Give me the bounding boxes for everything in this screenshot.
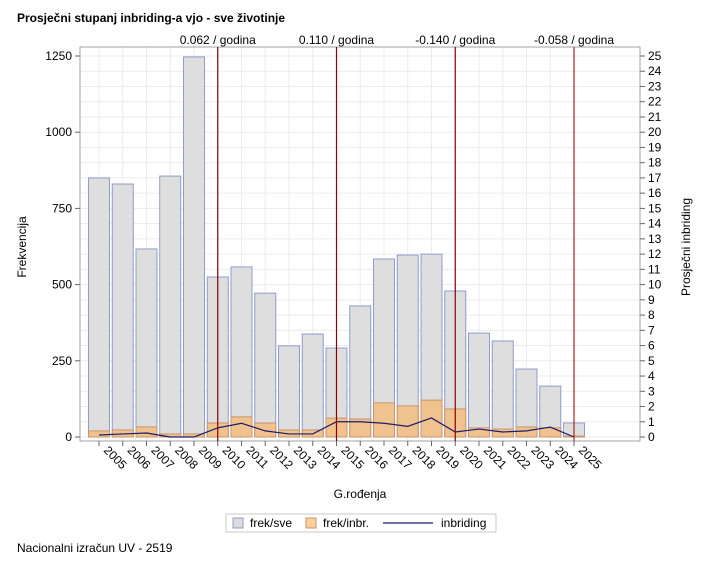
- y2-tick-label: 5: [648, 354, 655, 368]
- y2-tick-label: 8: [648, 308, 655, 322]
- y2-tick-label: 14: [648, 217, 662, 231]
- y2-tick-label: 4: [648, 369, 655, 383]
- reference-label-2020: -0.140 / godina: [415, 33, 495, 47]
- bar-frekinbr-2021: [468, 427, 490, 438]
- legend-swatch-frek-sve: [232, 517, 244, 529]
- y2-tick-label: 1: [648, 415, 655, 429]
- bar-frekinbr-2011: [230, 416, 253, 438]
- bar-frekinbr-2018: [396, 405, 419, 438]
- x-tick-label: 2022: [505, 443, 534, 472]
- bar-freksve-2021: [468, 332, 490, 438]
- legend-box: [225, 513, 497, 533]
- bar-freksve-2014: [301, 333, 324, 438]
- y-tick-label: 1250: [45, 49, 72, 63]
- y2-axis-title: Prosječni inbriding: [679, 198, 693, 296]
- y2-tick-label: 9: [648, 293, 655, 307]
- x-tick-label: 2019: [433, 443, 462, 472]
- y2-tick-label: 21: [648, 110, 662, 124]
- y2-tick-label: 18: [648, 156, 662, 170]
- legend-label-inbriding: inbriding: [441, 516, 486, 530]
- x-tick-label: 2008: [172, 443, 201, 472]
- x-tick-label: 2024: [552, 443, 581, 472]
- bar-frekinbr-2017: [373, 402, 395, 438]
- chart-title: Prosječni stupanj inbriding-a vjo - sve …: [17, 11, 286, 25]
- bar-frekinbr-2022: [491, 428, 514, 438]
- x-tick-label: 2025: [576, 443, 605, 472]
- bar-frekinbr-2005: [88, 430, 110, 438]
- y2-tick-label: 17: [648, 171, 662, 185]
- y2-tick-label: 11: [648, 262, 661, 276]
- y2-tick-label: 15: [648, 201, 662, 215]
- x-axis-title: G.rođenja: [334, 487, 387, 501]
- x-tick-label: 2011: [243, 443, 271, 471]
- y2-tick-label: 6: [648, 339, 655, 353]
- x-tick-label: 2023: [528, 443, 557, 472]
- y-tick-label: 750: [52, 201, 72, 215]
- y2-tick-label: 20: [648, 125, 662, 139]
- y2-tick-label: 22: [648, 95, 662, 109]
- legend-label-frek-sve: frek/sve: [250, 516, 292, 530]
- x-tick-label: 2007: [148, 443, 177, 472]
- bar-frekinbr-2007: [135, 426, 158, 438]
- x-tick-label: 2006: [125, 443, 154, 472]
- bar-freksve-2007: [135, 248, 158, 438]
- y-axis-title: Frekvencija: [15, 216, 29, 278]
- bar-freksve-2006: [111, 183, 134, 438]
- legend-label-frek-inbr: frek/inbr.: [323, 516, 369, 530]
- y2-tick-label: 10: [648, 278, 662, 292]
- x-tick-label: 2020: [457, 443, 486, 472]
- y-tick-label: 500: [52, 278, 72, 292]
- bar-freksve-2012: [254, 292, 277, 438]
- legend-swatch-frek-inbr: [305, 517, 317, 529]
- y-tick-label: 250: [52, 354, 72, 368]
- bar-freksve-2013: [278, 345, 300, 438]
- x-tick-label: 2015: [338, 443, 367, 472]
- y-tick-label: 1000: [45, 125, 72, 139]
- y2-tick-label: 2: [648, 400, 655, 414]
- reference-label-2010: 0.062 / godina: [180, 33, 256, 47]
- y2-tick-label: 23: [648, 79, 662, 93]
- bar-freksve-2016: [349, 305, 372, 438]
- x-tick-label: 2013: [291, 443, 320, 472]
- bar-frekinbr-2016: [349, 418, 372, 438]
- bar-frekinbr-2012: [254, 422, 277, 438]
- y2-tick-label: 16: [648, 186, 662, 200]
- x-tick-label: 2005: [101, 443, 130, 472]
- x-tick-label: 2018: [410, 443, 439, 472]
- x-tick-label: 2021: [481, 443, 510, 472]
- y2-tick-label: 3: [648, 384, 655, 398]
- y2-tick-label: 25: [648, 49, 662, 63]
- bar-freksve-2022: [491, 340, 514, 438]
- bar-freksve-2011: [230, 266, 253, 438]
- footer-note: Nacionalni izračun UV - 2519: [17, 541, 173, 555]
- y2-tick-label: 19: [648, 140, 662, 154]
- y2-tick-label: 7: [648, 323, 655, 337]
- bar-freksve-2005: [88, 177, 110, 438]
- y2-tick-label: 12: [648, 247, 662, 261]
- x-tick-label: 2014: [315, 443, 344, 472]
- reference-label-2025: -0.058 / godina: [534, 33, 614, 47]
- x-tick-label: 2017: [386, 443, 415, 472]
- bar-freksve-2009: [183, 56, 205, 438]
- x-tick-label: 2009: [196, 443, 225, 472]
- reference-label-2015: 0.110 / godina: [299, 33, 375, 47]
- x-tick-label: 2010: [220, 443, 249, 472]
- y-tick-label: 0: [65, 430, 72, 444]
- x-tick-label: 2016: [362, 443, 391, 472]
- bar-frekinbr-2024: [539, 427, 562, 438]
- y2-tick-label: 13: [648, 232, 662, 246]
- bar-freksve-2008: [159, 175, 182, 438]
- y2-tick-label: 24: [648, 64, 662, 78]
- x-tick-label: 2012: [267, 443, 296, 472]
- y2-tick-label: 0: [648, 430, 655, 444]
- bar-frekinbr-2023: [515, 426, 538, 438]
